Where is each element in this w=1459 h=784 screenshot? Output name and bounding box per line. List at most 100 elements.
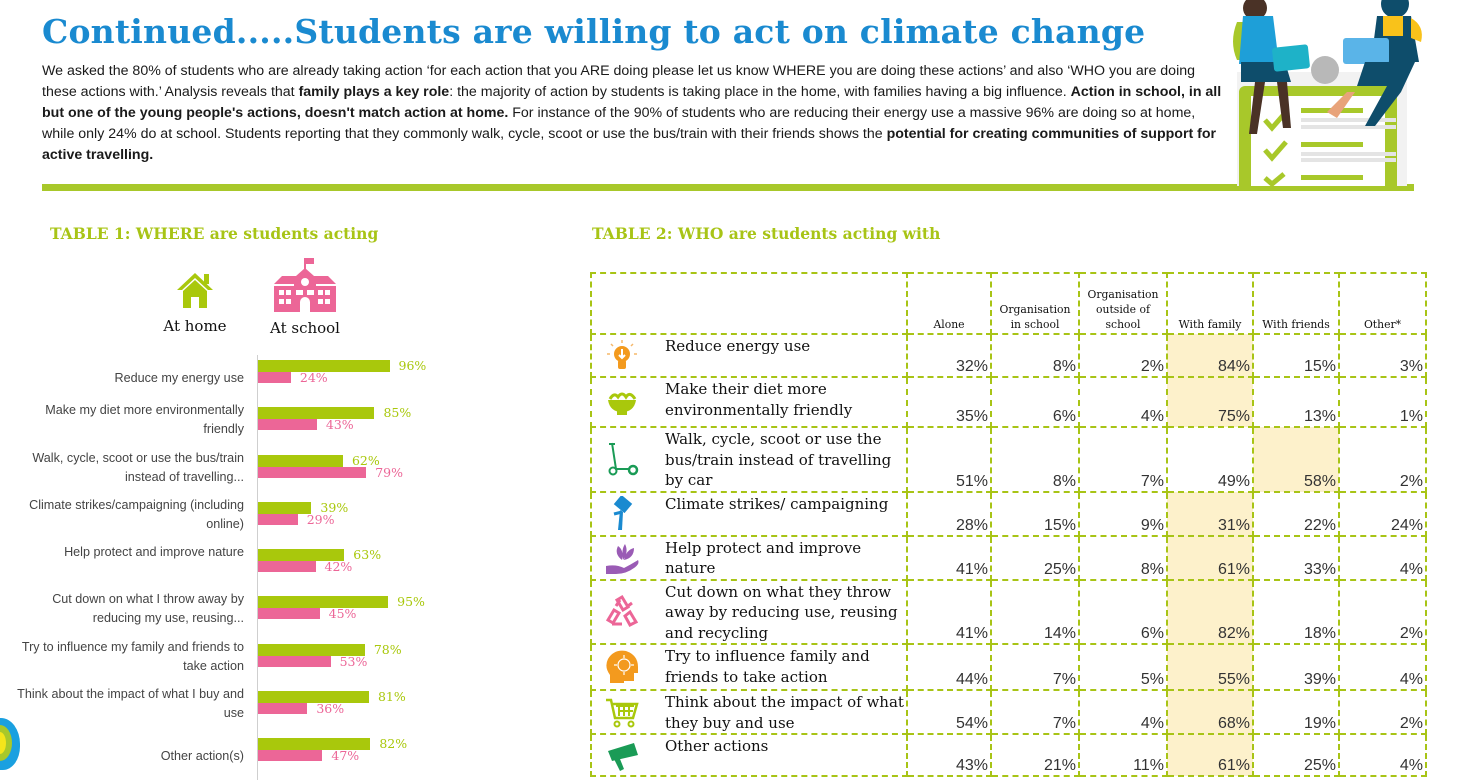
legend-label-school: At school <box>270 319 340 337</box>
table-row: Other actions 43% 21% 11% 61% 25% 4% <box>590 733 1427 777</box>
action-label: Climate strikes/ campaigning <box>665 494 889 513</box>
value-label-school: 45% <box>328 606 357 621</box>
value-cell: 2% <box>1338 426 1427 493</box>
students-laptop-illustration <box>1233 0 1422 186</box>
value-cell: 61% <box>1166 733 1254 777</box>
house-icon <box>177 273 213 308</box>
table-row: Try to influence family and friends to t… <box>590 643 1427 691</box>
head-idea-icon <box>606 650 638 683</box>
value-cell: 7% <box>990 643 1080 691</box>
header-with-friends: With friends <box>1252 272 1340 335</box>
value-label-school: 53% <box>339 654 368 669</box>
organisation-logo <box>0 718 20 770</box>
value-cell: 13% <box>1252 376 1340 428</box>
value-cell: 8% <box>1078 534 1168 581</box>
bar-at-home <box>258 691 369 703</box>
value-cell: 8% <box>990 333 1080 378</box>
who-table: Alone Organisation in school Organisatio… <box>590 272 1427 777</box>
bar-at-home <box>258 549 345 561</box>
value-label-home: 85% <box>383 405 412 420</box>
intro-emphasis: Action in school, in all but one of the … <box>42 84 1222 121</box>
value-cell: 28% <box>906 490 992 537</box>
header-with-family: With family <box>1166 272 1254 335</box>
bar-at-home <box>258 738 371 750</box>
intro-text: We asked the 80% of students who are alr… <box>42 63 1195 100</box>
value-cell: 19% <box>1252 689 1340 735</box>
value-cell: 4% <box>1338 733 1427 777</box>
intro-emphasis: potential for creating communities of su… <box>42 126 1217 163</box>
bar-at-school <box>258 608 320 619</box>
table1-title: TABLE 1: WHERE are students acting <box>50 224 379 243</box>
action-label: Other actions <box>665 737 769 755</box>
bar-at-home <box>258 596 389 608</box>
bar-at-school <box>258 419 317 430</box>
value-label-school: 24% <box>299 370 328 385</box>
page-title: Continued.....Students are willing to ac… <box>42 12 1146 51</box>
bar-at-school <box>258 656 331 667</box>
value-cell: 43% <box>906 733 992 777</box>
value-label-home: 39% <box>320 500 349 515</box>
value-cell: 39% <box>1252 643 1340 691</box>
table-header-row: Alone Organisation in school Organisatio… <box>590 272 1427 335</box>
value-cell: 25% <box>1252 733 1340 777</box>
legend-at-home: At home <box>160 270 230 335</box>
shopping-cart-icon <box>606 698 639 728</box>
value-cell: 3% <box>1338 333 1427 378</box>
bar-at-school <box>258 372 291 383</box>
header-action <box>590 272 908 335</box>
category-label: Make my diet more environmentally friend… <box>45 403 244 436</box>
bar-at-school <box>258 467 367 478</box>
action-cell: Help protect and improve nature <box>590 534 908 581</box>
value-cell: 51% <box>906 426 992 493</box>
value-cell: 7% <box>1078 426 1168 493</box>
category-label: Try to influence my family and friends t… <box>21 640 244 673</box>
header-alone: Alone <box>906 272 992 335</box>
value-cell: 31% <box>1166 490 1254 537</box>
value-cell: 55% <box>1166 643 1254 691</box>
value-label-school: 47% <box>331 748 360 763</box>
value-cell: 15% <box>1252 333 1340 378</box>
value-cell: 24% <box>1338 490 1427 537</box>
table-row: Think about the impact of what they buy … <box>590 689 1427 735</box>
value-cell: 44% <box>906 643 992 691</box>
intro-text: : the majority of action by students is … <box>449 84 1071 100</box>
value-cell: 41% <box>906 534 992 581</box>
value-cell: 6% <box>1078 578 1168 645</box>
table-row: Cut down on what they throw away by redu… <box>590 578 1427 645</box>
value-cell: 32% <box>906 333 992 378</box>
value-cell: 22% <box>1252 490 1340 537</box>
value-cell: 2% <box>1338 578 1427 645</box>
value-cell: 35% <box>906 376 992 428</box>
megaphone-icon <box>608 743 638 771</box>
header-other: Other* <box>1338 272 1427 335</box>
value-cell: 68% <box>1166 689 1254 735</box>
salad-bowl-icon <box>608 392 637 415</box>
value-cell: 2% <box>1078 333 1168 378</box>
intro-emphasis: family plays a key role <box>298 84 450 100</box>
intro-paragraph: We asked the 80% of students who are alr… <box>42 61 1222 166</box>
action-cell: Think about the impact of what they buy … <box>590 689 908 735</box>
value-cell: 4% <box>1078 689 1168 735</box>
action-cell: Reduce energy use <box>590 333 908 378</box>
header-org-in-school: Organisation in school <box>990 272 1080 335</box>
header-org-outside-school: Organisation outside of school <box>1078 272 1168 335</box>
value-label-school: 42% <box>324 559 353 574</box>
action-cell: Try to influence family and friends to t… <box>590 643 908 691</box>
action-label: Help protect and improve nature <box>665 538 862 578</box>
value-cell: 14% <box>990 578 1080 645</box>
value-label-home: 95% <box>397 594 425 609</box>
value-label-school: 79% <box>375 465 404 480</box>
value-cell: 18% <box>1252 578 1340 645</box>
category-label: Other action(s) <box>160 749 244 763</box>
table-row: Walk, cycle, scoot or use the bus/train … <box>590 426 1427 493</box>
action-label: Walk, cycle, scoot or use the bus/train … <box>665 430 892 489</box>
school-building-icon <box>274 258 336 312</box>
category-label: Help protect and improve nature <box>64 545 244 559</box>
category-label: Walk, cycle, scoot or use the bus/train … <box>32 451 244 484</box>
value-cell: 25% <box>990 534 1080 581</box>
value-label-school: 36% <box>316 701 345 716</box>
value-label-home: 81% <box>377 689 406 704</box>
value-label-home: 96% <box>398 358 427 373</box>
value-cell: 33% <box>1252 534 1340 581</box>
divider-rule <box>42 184 1414 191</box>
